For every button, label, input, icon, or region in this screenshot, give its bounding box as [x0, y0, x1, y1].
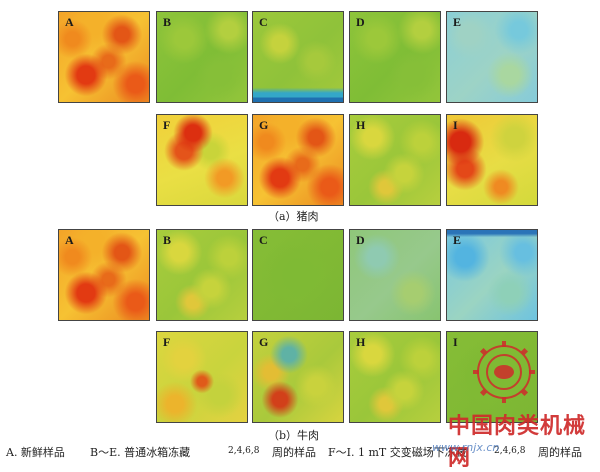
beef-panel-e: E [446, 229, 538, 321]
pork-panel-i: I [446, 114, 538, 206]
panel-label: C [259, 15, 268, 29]
pork-panel-b: B [156, 11, 248, 103]
panel-label: B [163, 233, 172, 247]
beef-panel-i: I [446, 331, 538, 423]
legend-fresh: A. 新鲜样品 [6, 446, 65, 459]
panel-label: H [356, 118, 366, 132]
pork-panel-h: H [349, 114, 441, 206]
panel-label: C [259, 233, 268, 247]
legend-fridge-suffix: 周的样品 [272, 446, 316, 459]
pork-panel-a: A [58, 11, 150, 103]
beef-panel-c: C [252, 229, 344, 321]
pork-panel-g: G [252, 114, 344, 206]
panel-label: F [163, 335, 171, 349]
beef-caption: （b）牛肉 [268, 429, 320, 442]
beef-panel-h: H [349, 331, 441, 423]
beef-panel-a: A [58, 229, 150, 321]
panel-label: F [163, 118, 171, 132]
beef-panel-b: B [156, 229, 248, 321]
beef-panel-d: D [349, 229, 441, 321]
panel-label: I [453, 118, 458, 132]
pork-caption: （a）猪肉 [268, 210, 319, 223]
legend-magnetic-weeks: 2,4,6,8 [494, 446, 526, 456]
beef-panel-f: F [156, 331, 248, 423]
panel-label: I [453, 335, 458, 349]
panel-label: E [453, 233, 462, 247]
pork-panel-e: E [446, 11, 538, 103]
legend-magnetic: F～I. 1 mT 交变磁场下冻藏 [328, 446, 467, 459]
legend-fridge: B～E. 普通冰箱冻藏 [90, 446, 191, 459]
figure-legend: A. 新鲜样品 B～E. 普通冰箱冻藏 2,4,6,8 周的样品 F～I. 1 … [6, 444, 598, 460]
panel-label: D [356, 233, 365, 247]
legend-fridge-weeks: 2,4,6,8 [228, 446, 260, 456]
panel-label: E [453, 15, 462, 29]
watermark-logo-icon [473, 341, 535, 403]
beef-panel-g: G [252, 331, 344, 423]
panel-label: A [65, 233, 74, 247]
watermark-url: www.rnjx.cn [432, 441, 500, 454]
panel-label: G [259, 118, 269, 132]
legend-magnetic-suffix: 周的样品 [538, 446, 582, 459]
panel-label: D [356, 15, 365, 29]
panel-label: B [163, 15, 172, 29]
panel-label: H [356, 335, 366, 349]
panel-label: G [259, 335, 269, 349]
pork-panel-d: D [349, 11, 441, 103]
watermark-text: 中国肉类机械网 [448, 414, 587, 471]
pork-panel-f: F [156, 114, 248, 206]
panel-label: A [65, 15, 74, 29]
pork-panel-c: C [252, 11, 344, 103]
